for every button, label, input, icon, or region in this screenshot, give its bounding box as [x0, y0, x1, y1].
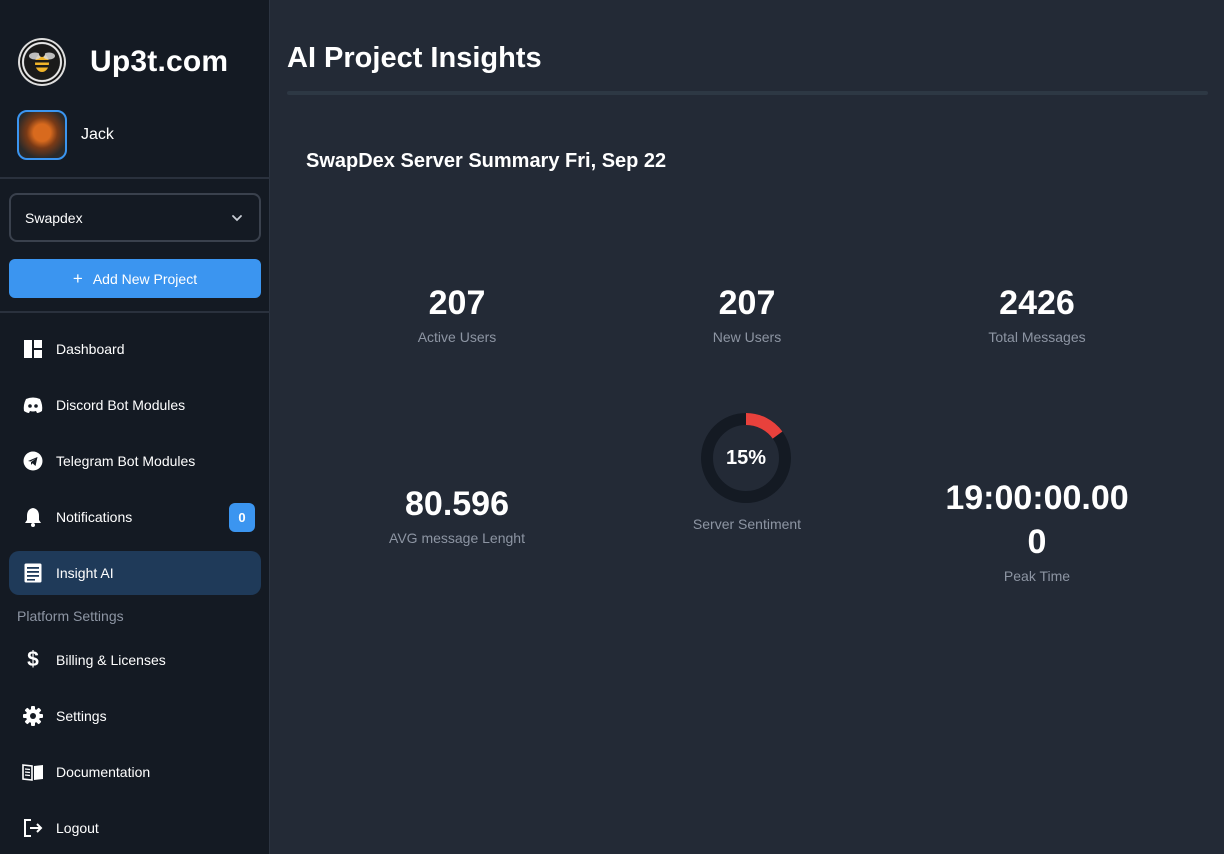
sidebar-item-telegram[interactable]: Telegram Bot Modules [9, 439, 261, 483]
main-content: AI Project Insights SwapDex Server Summa… [270, 0, 1224, 854]
stat-total-messages: 2426 Total Messages [937, 283, 1137, 345]
stat-label: AVG message Lenght [389, 530, 525, 546]
stat-value: 207 [718, 284, 776, 322]
gauge-arc [745, 413, 783, 439]
sidebar-item-insight-ai[interactable]: Insight AI [9, 551, 261, 595]
bee-icon [18, 38, 66, 86]
stat-active-users: 207 Active Users [357, 283, 557, 345]
discord-icon [22, 394, 44, 416]
sidebar-item-billing[interactable]: $ Billing & Licenses [9, 638, 261, 682]
bell-icon [22, 506, 44, 528]
brand-name: Up3t.com [90, 45, 229, 78]
page-title: AI Project Insights [287, 42, 542, 74]
platform-settings-heading: Platform Settings [17, 608, 124, 624]
sidebar-item-label: Discord Bot Modules [56, 397, 186, 413]
sidebar-item-discord[interactable]: Discord Bot Modules [9, 383, 261, 427]
notification-count-badge: 0 [229, 503, 255, 532]
sidebar-item-label: Settings [56, 708, 107, 724]
project-select-value: Swapdex [25, 209, 83, 226]
avatar [17, 110, 67, 160]
stat-avg-message-length: 80.596 AVG message Lenght [337, 484, 577, 546]
stat-label: New Users [712, 329, 782, 345]
sentiment-value: 15% [725, 446, 767, 469]
sidebar-item-notifications[interactable]: Notifications 0 [9, 495, 261, 539]
chevron-down-icon [232, 214, 242, 221]
sidebar-item-settings[interactable]: Settings [9, 694, 261, 738]
title-divider [287, 91, 1208, 95]
sidebar-divider [0, 311, 270, 313]
stat-value: 2426 [999, 284, 1075, 322]
sidebar-item-label: Documentation [56, 764, 151, 780]
user-profile[interactable]: Jack [17, 110, 114, 160]
stat-value: 207 [428, 284, 486, 322]
stat-value-line1: 19:00:00.00 [945, 479, 1129, 517]
sentiment-label: Server Sentiment [692, 516, 802, 532]
book-icon [22, 761, 44, 783]
stat-new-users: 207 New Users [647, 283, 847, 345]
summary-title: SwapDex Server Summary Fri, Sep 22 [306, 150, 667, 172]
logout-icon [22, 817, 44, 839]
sidebar-item-label: Insight AI [56, 565, 114, 581]
sidebar: Up3t.com Jack Swapdex + Add New Project [0, 0, 270, 854]
project-select[interactable]: Swapdex [9, 193, 261, 242]
dollar-icon: $ [27, 648, 39, 671]
sidebar-item-logout[interactable]: Logout [9, 806, 261, 850]
sidebar-divider [0, 177, 270, 179]
add-new-project-button[interactable]: + Add New Project [9, 259, 261, 298]
stat-peak-time: 19:00:00.00 0 Peak Time [917, 478, 1157, 584]
stat-value: 80.596 [405, 485, 509, 523]
document-list-icon [22, 562, 44, 584]
sidebar-item-label: Notifications [56, 509, 133, 525]
stat-label: Total Messages [988, 329, 1086, 345]
stat-label: Peak Time [1003, 568, 1071, 584]
sidebar-item-label: Dashboard [56, 341, 125, 357]
dashboard-icon [22, 338, 44, 360]
sidebar-item-label: Billing & Licenses [56, 652, 166, 668]
brand[interactable]: Up3t.com [18, 38, 228, 86]
stat-label: Active Users [417, 329, 497, 345]
sidebar-item-label: Logout [56, 820, 99, 836]
sentiment-gauge [701, 413, 791, 503]
user-name: Jack [81, 126, 114, 143]
stat-value-line2: 0 [1027, 523, 1047, 561]
plus-icon: + [72, 269, 83, 288]
sidebar-item-dashboard[interactable]: Dashboard [9, 327, 261, 371]
gear-icon [22, 705, 44, 727]
sidebar-item-documentation[interactable]: Documentation [9, 750, 261, 794]
sidebar-item-label: Telegram Bot Modules [56, 453, 196, 469]
telegram-icon [22, 450, 44, 472]
add-new-project-label: Add New Project [92, 270, 198, 287]
